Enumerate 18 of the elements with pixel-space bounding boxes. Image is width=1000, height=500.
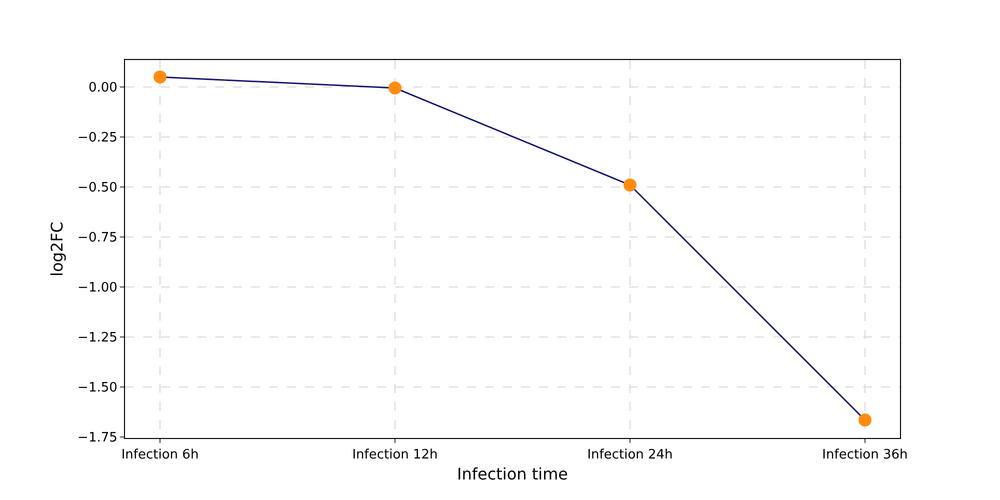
point [858,414,872,426]
point [624,178,636,192]
y-tick-label: −1.25 [78,330,118,346]
y-tick-label: −1.00 [78,280,118,296]
y-tick-label: −1.75 [78,430,118,446]
y-tick-label: 0.00 [88,80,118,96]
y-axis-title: log2FC [47,222,66,276]
point [388,82,402,94]
x-tick-label: Infection 24h [587,448,673,463]
x-axis-title: Infection time [456,464,568,484]
x-tick-label: Infection 6h [121,448,199,463]
y-tick-label: −0.25 [78,130,118,146]
x-tick-label: Infection 12h [352,448,438,463]
y-tick-label: −1.50 [78,380,118,396]
y-tick-label: −0.50 [78,180,118,196]
x-tick-label: Infection 36h [822,448,908,463]
y-tick-label: −0.75 [78,230,118,246]
point [154,70,167,84]
